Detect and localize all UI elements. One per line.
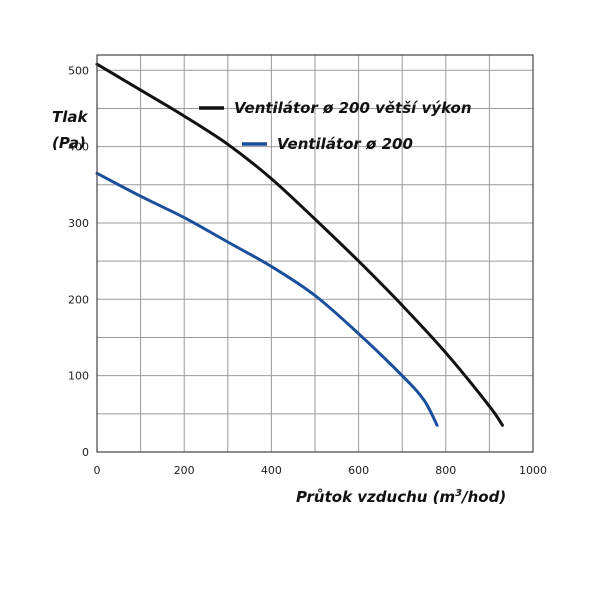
series-line-1 xyxy=(95,171,439,427)
x-tick-label: 400 xyxy=(261,464,282,477)
x-tick-label: 1000 xyxy=(519,464,547,477)
plot-frame xyxy=(96,54,534,453)
y-axis-title-line2: (Pa) xyxy=(52,134,86,152)
x-axis-title-main: Průtok vzduchu (m xyxy=(296,488,455,506)
legend-label-black: Ventilátor ø 200 větší výkon xyxy=(234,99,472,117)
y-tick-label: 500 xyxy=(68,64,89,77)
grid xyxy=(97,55,533,452)
x-tick-label: 600 xyxy=(348,464,369,477)
x-tick-label: 0 xyxy=(94,464,101,477)
x-tick-label: 800 xyxy=(435,464,456,477)
y-axis-title-line1: Tlak xyxy=(52,108,88,126)
x-axis-title-sup: 3 xyxy=(455,488,462,499)
x-axis-title: Průtok vzduchu (m3/hod) xyxy=(296,488,506,506)
tick-labels: 0 200 400 600 800 1000 0 100 200 300 400 500 xyxy=(68,64,547,477)
x-axis-title-tail: /hod) xyxy=(460,488,506,506)
series-line-0 xyxy=(95,62,504,427)
legend-label-blue: Ventilátor ø 200 xyxy=(277,135,413,153)
x-tick-label: 200 xyxy=(174,464,195,477)
y-tick-label: 200 xyxy=(68,293,89,306)
y-tick-label: 100 xyxy=(68,370,89,383)
y-tick-label: 300 xyxy=(68,217,89,230)
series-lines xyxy=(95,62,504,427)
y-tick-label: 0 xyxy=(82,446,89,459)
y-tick-label: 400 xyxy=(68,141,89,154)
legend: Ventilátor ø 200 větší výkon Ventilátor … xyxy=(199,99,472,153)
